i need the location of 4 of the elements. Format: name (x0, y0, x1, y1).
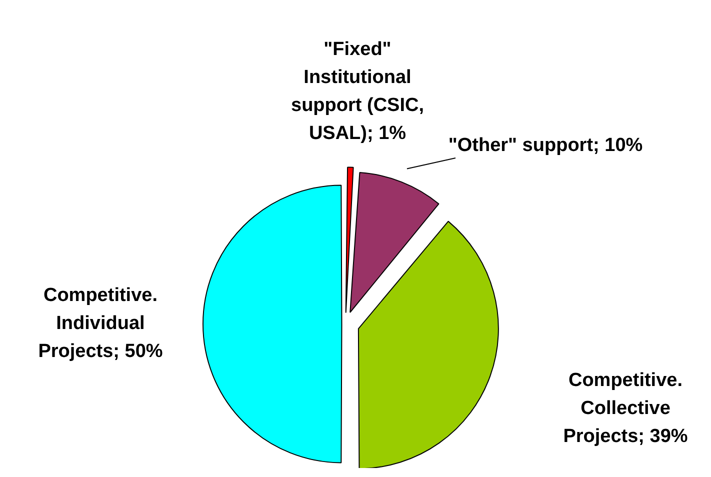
slice-label: "Fixed" Institutional support (CSIC, USAL); 1% (291, 39, 424, 144)
slice-label: Competitive. Collective Projects; 39% (563, 370, 688, 448)
slice-label: Competitive. Individual Projects; 50% (38, 285, 163, 362)
slice-label: "Other" support; 10% (448, 135, 643, 156)
